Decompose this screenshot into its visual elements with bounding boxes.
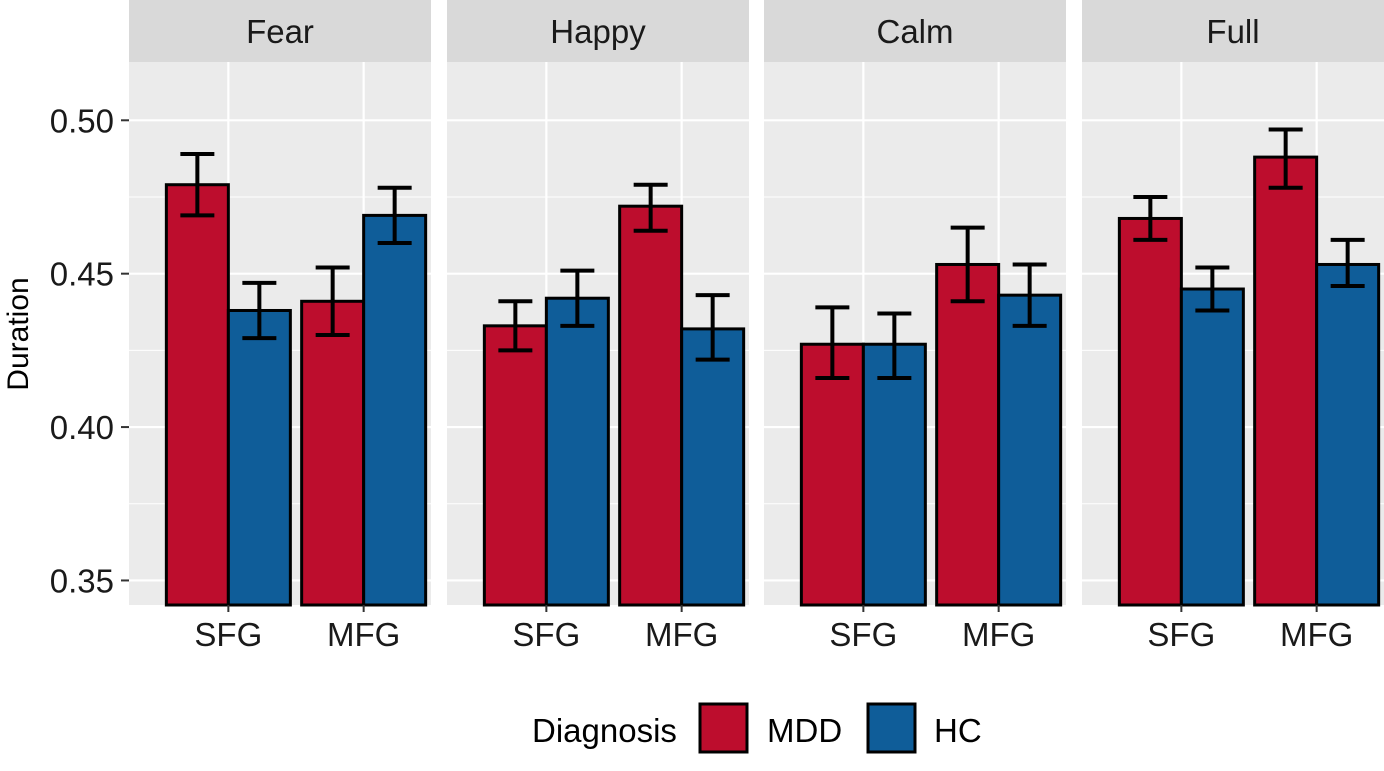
x-tick-label-full-mfg: MFG <box>1280 616 1353 653</box>
y-tick-label: 0.45 <box>50 256 114 293</box>
x-tick-label-fear-sfg: SFG <box>194 616 262 653</box>
legend-key-mdd <box>698 702 749 754</box>
bar-happy-mfg-hc <box>680 327 746 607</box>
panel-calm: Calm SFG MFG <box>764 0 1066 653</box>
panel-full: Full SFG MFG <box>1082 0 1384 653</box>
panel-fear: Fear SFG MFG <box>129 0 431 653</box>
bar-fear-sfg-hc <box>226 308 292 607</box>
bar-happy-sfg-hc <box>544 296 610 607</box>
bar-calm-sfg-mdd <box>799 342 865 607</box>
y-tick-label: 0.50 <box>50 102 114 139</box>
y-tick-label: 0.35 <box>50 562 114 599</box>
x-tick-label-calm-mfg: MFG <box>962 616 1035 653</box>
strip-calm <box>764 0 1066 62</box>
legend-label-hc: HC <box>934 712 982 749</box>
y-axis: 0.35 0.40 0.45 0.50 <box>50 102 129 599</box>
bar-calm-mfg-mdd <box>935 262 1001 607</box>
strip-fear <box>129 0 431 62</box>
strip-label-calm: Calm <box>876 13 953 50</box>
legend-title: Diagnosis <box>532 712 677 749</box>
bar-happy-sfg-mdd <box>482 324 548 607</box>
bar-fear-mfg-hc <box>362 213 428 607</box>
strip-label-happy: Happy <box>550 13 646 50</box>
x-tick-label-fear-mfg: MFG <box>327 616 400 653</box>
legend-key-hc <box>866 702 917 754</box>
y-tick-label: 0.40 <box>50 409 114 446</box>
x-tick-label-calm-sfg: SFG <box>829 616 897 653</box>
bar-full-sfg-hc <box>1179 287 1245 607</box>
bar-fear-mfg-mdd <box>300 299 366 607</box>
bar-happy-mfg-mdd <box>618 204 684 607</box>
strip-happy <box>447 0 749 62</box>
legend-label-mdd: MDD <box>767 712 842 749</box>
bar-full-mfg-hc <box>1315 262 1381 607</box>
bar-full-sfg-mdd <box>1117 216 1183 607</box>
x-tick-label-happy-mfg: MFG <box>645 616 718 653</box>
bar-full-mfg-mdd <box>1253 155 1319 607</box>
strip-label-full: Full <box>1206 13 1259 50</box>
y-axis-title: Duration <box>2 277 35 390</box>
x-tick-label-full-sfg: SFG <box>1147 616 1215 653</box>
legend: Diagnosis MDD HC <box>532 702 982 754</box>
strip-full <box>1082 0 1384 62</box>
bar-calm-sfg-hc <box>861 342 927 607</box>
panel-happy: Happy SFG MFG <box>447 0 749 653</box>
x-tick-label-happy-sfg: SFG <box>512 616 580 653</box>
bar-calm-mfg-hc <box>997 293 1063 607</box>
facet-panels: Fear SFG MFG Happy SFG MFG Calm SFG MFG Full SFG MF… <box>129 0 1384 653</box>
bar-fear-sfg-mdd <box>164 183 230 607</box>
strip-label-fear: Fear <box>246 13 314 50</box>
